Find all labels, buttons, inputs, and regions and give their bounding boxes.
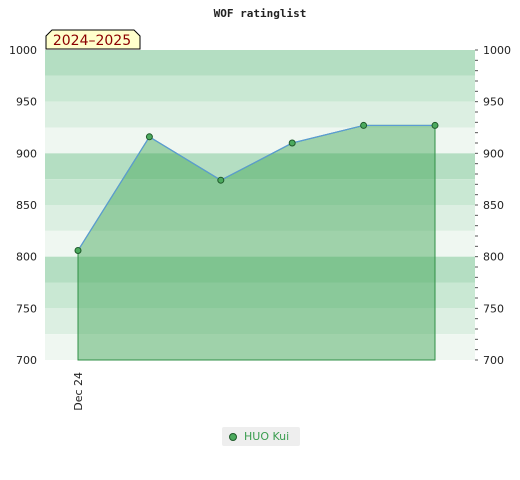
background-band — [45, 179, 475, 205]
data-point — [145, 133, 153, 141]
season-badge: 2024–2025 — [45, 29, 141, 50]
background-band — [45, 205, 475, 231]
y-tick-label-right: 700 — [483, 354, 504, 367]
y-tick-label-left: 800 — [16, 251, 37, 264]
background-band — [45, 50, 475, 76]
background-band — [45, 101, 475, 128]
y-tick-label-right: 950 — [483, 96, 504, 109]
background-band — [45, 75, 475, 102]
y-tick-label-right: 850 — [483, 199, 504, 212]
y-tick-label-left: 950 — [16, 96, 37, 109]
y-axis-labels: 700 700 750 750 800 800 850 850 900 900 950 950 1000… — [9, 44, 511, 367]
y-tick-label-right: 900 — [483, 147, 504, 160]
background-band — [45, 334, 475, 360]
chart-title: WOF ratinglist — [214, 7, 307, 20]
x-axis-labels: Dec 24 — [72, 372, 85, 411]
x-tick-label: Dec 24 — [72, 372, 85, 411]
background-bands — [45, 50, 475, 360]
series-points — [74, 121, 439, 254]
data-point — [74, 246, 82, 254]
data-point — [288, 139, 296, 147]
series-line — [77, 124, 435, 251]
data-point — [360, 121, 368, 129]
legend: HUO Kui — [222, 427, 300, 446]
background-band — [45, 256, 475, 283]
y-tick-label-left: 900 — [16, 147, 37, 160]
y-tick-label-left: 850 — [16, 199, 37, 212]
data-point — [217, 176, 225, 184]
background-band — [45, 308, 475, 335]
background-band — [45, 127, 475, 154]
season-badge-label: 2024–2025 — [53, 33, 131, 49]
y-tick-label-left: 700 — [16, 354, 37, 367]
background-band — [45, 153, 475, 180]
background-band — [45, 230, 475, 257]
y-tick-label-right: 750 — [483, 302, 504, 315]
y-tick-label-right: 800 — [483, 251, 504, 264]
data-point — [431, 121, 439, 129]
y-tick-label-right: 1000 — [483, 44, 511, 57]
legend-marker — [229, 432, 237, 441]
legend-label: HUO Kui — [244, 430, 290, 443]
background-band — [45, 282, 475, 309]
y-tick-label-left: 1000 — [9, 44, 37, 57]
minor-ticks — [475, 49, 478, 361]
y-tick-label-left: 750 — [16, 302, 37, 315]
